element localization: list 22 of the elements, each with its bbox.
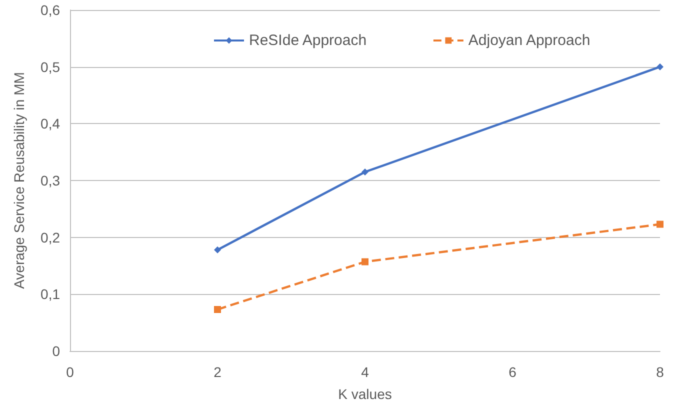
y-tick-label: 0,6 xyxy=(40,2,60,18)
y-axis-title: Average Service Reusability in MM xyxy=(11,72,27,289)
x-tick-label: 2 xyxy=(214,364,222,380)
y-tick-label: 0,5 xyxy=(40,58,60,75)
point xyxy=(656,220,664,228)
x-tick-label: 4 xyxy=(361,364,370,380)
y-tick-label: 0 xyxy=(52,343,60,359)
legend-label: Adjoyan Approach xyxy=(468,32,590,49)
y-tick-label: 0,3 xyxy=(40,172,60,188)
y-tick-label: 0,2 xyxy=(40,229,60,246)
x-tick-label: 6 xyxy=(508,364,517,380)
legend-label: ReSIde Approach xyxy=(249,32,367,49)
x-axis-title: K values xyxy=(338,386,392,402)
point xyxy=(362,258,368,266)
point xyxy=(362,168,368,176)
point xyxy=(214,246,221,254)
y-tick-label: 0,4 xyxy=(40,116,60,132)
x-tick-label: 8 xyxy=(656,364,664,380)
point xyxy=(656,63,664,70)
x-tick-label: 0 xyxy=(66,364,74,380)
y-tick-label: 0,1 xyxy=(40,286,60,302)
point xyxy=(214,306,221,314)
